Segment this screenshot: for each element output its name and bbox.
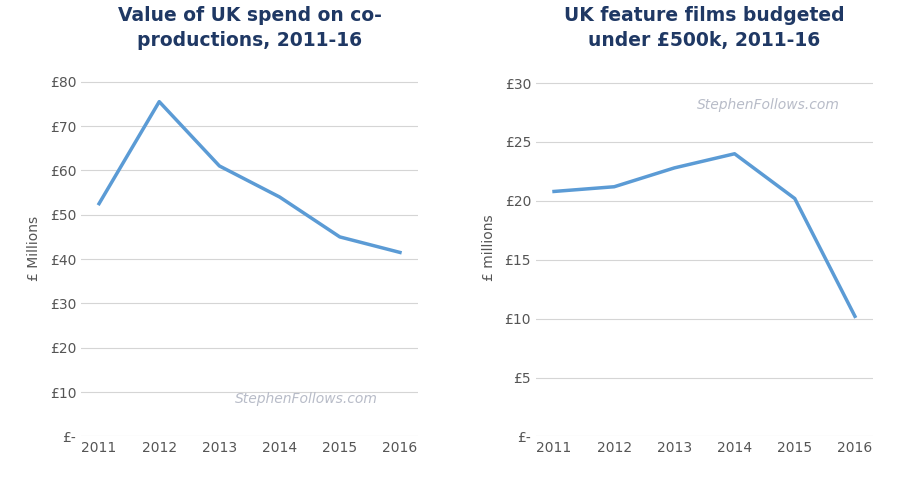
- Y-axis label: £ millions: £ millions: [482, 215, 496, 281]
- Y-axis label: £ Millions: £ Millions: [27, 215, 41, 281]
- Text: StephenFollows.com: StephenFollows.com: [235, 392, 378, 406]
- Text: StephenFollows.com: StephenFollows.com: [697, 98, 840, 112]
- Title: Value of UK spend on domestic
UK feature films budgeted
under £500k, 2011-16: Value of UK spend on domestic UK feature…: [540, 0, 868, 50]
- Title: Value of UK spend on co-
productions, 2011-16: Value of UK spend on co- productions, 20…: [118, 5, 382, 50]
